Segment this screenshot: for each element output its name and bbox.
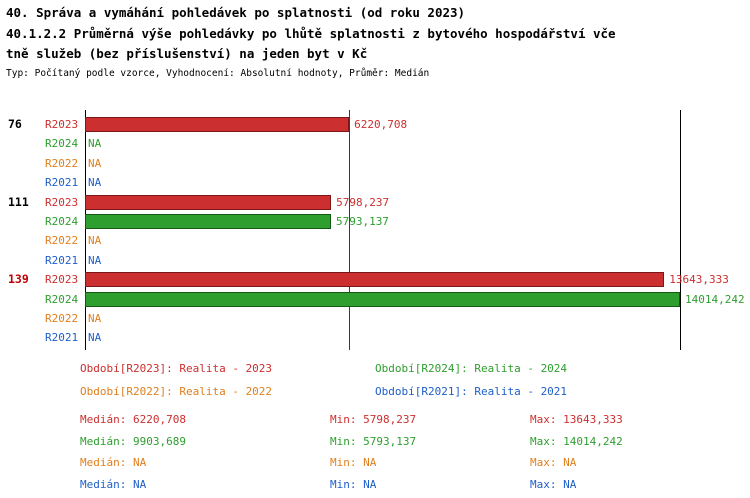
chart-header: 40. Správa a vymáhání pohledávek po spla… bbox=[6, 3, 616, 79]
series-label-R2023: R2023 bbox=[45, 273, 79, 287]
stat-max-r2024: Max: 14014,242 bbox=[530, 434, 623, 448]
bar-76-R2023 bbox=[85, 117, 350, 132]
chart-row-139-R2023: 139 R2023 13643,333 bbox=[0, 270, 750, 289]
y-axis-line bbox=[85, 110, 86, 350]
na-value-label: NA bbox=[88, 137, 102, 151]
chart-row-139-R2024: R2024 14014,242 bbox=[0, 290, 750, 309]
bar-value-label: 6220,708 bbox=[354, 118, 408, 131]
series-label-R2022: R2022 bbox=[45, 156, 79, 170]
group-id-label-139: 139 bbox=[8, 272, 29, 287]
chart-title-line1: 40. Správa a vymáhání pohledávek po spla… bbox=[6, 5, 466, 20]
bar-111-R2023 bbox=[85, 194, 332, 210]
stat-min-r2023: Min: 5798,237 bbox=[330, 413, 417, 426]
legend-item-r2021: Období[R2021]: Realita - 2021 bbox=[375, 385, 568, 398]
group-id-label-76: 76 bbox=[8, 117, 22, 131]
series-label-R2021: R2021 bbox=[45, 253, 79, 267]
legend-item-r2022: Období[R2022]: Realita - 2022 bbox=[80, 385, 273, 398]
max-gridline bbox=[680, 110, 681, 350]
series-label-R2021: R2021 bbox=[45, 176, 79, 190]
stat-median-r2023: Medián: 6220,708 bbox=[80, 413, 186, 426]
series-label-R2022: R2022 bbox=[45, 234, 79, 248]
stats-row-r2023: Medián: 6220,708 Min: 5798,237 Max: 1364… bbox=[0, 413, 750, 433]
na-value-label: NA bbox=[88, 331, 102, 345]
na-value-label: NA bbox=[88, 234, 102, 248]
stat-min-r2024: Min: 5793,137 bbox=[330, 434, 417, 448]
series-label-R2023: R2023 bbox=[45, 118, 79, 131]
chart-row-111-R2021: R2021 NA bbox=[0, 251, 750, 270]
stat-min-r2022: Min: NA bbox=[330, 456, 377, 469]
bar-chart-plot: 76 R2023 6220,708 R2024 NA R2022 NA R2021 NA 111 R… bbox=[0, 110, 750, 352]
stat-median-r2024: Medián: 9903,689 bbox=[80, 434, 186, 448]
bar-139-R2023 bbox=[85, 272, 665, 288]
bar-value-label: 13643,333 bbox=[669, 273, 729, 287]
stats-row-r2022: Medián: NA Min: NA Max: NA bbox=[0, 456, 750, 476]
legend-item-r2023: Období[R2023]: Realita - 2023 bbox=[80, 362, 273, 375]
stat-median-r2022: Medián: NA bbox=[80, 456, 147, 469]
stat-max-r2023: Max: 13643,333 bbox=[530, 413, 623, 426]
chart-row-139-R2022: R2022 NA bbox=[0, 309, 750, 328]
chart-row-76-R2024: R2024 NA bbox=[0, 134, 750, 153]
series-label-R2024: R2024 bbox=[45, 215, 79, 228]
chart-row-76-R2023: 76 R2023 6220,708 bbox=[0, 115, 750, 134]
na-value-label: NA bbox=[88, 253, 102, 267]
series-label-R2021: R2021 bbox=[45, 331, 79, 345]
stats-row-r2021: Medián: NA Min: NA Max: NA bbox=[0, 478, 750, 498]
bar-139-R2024 bbox=[85, 291, 680, 307]
chart-row-76-R2022: R2022 NA bbox=[0, 154, 750, 173]
na-value-label: NA bbox=[88, 176, 102, 190]
na-value-label: NA bbox=[88, 312, 102, 325]
chart-row-111-R2023: 111 R2023 5798,237 bbox=[0, 193, 750, 212]
legend-item-r2024: Období[R2024]: Realita - 2024 bbox=[375, 362, 568, 375]
chart-meta-line: Typ: Počítaný podle vzorce, Vyhodnocení:… bbox=[6, 67, 430, 79]
chart-row-76-R2021: R2021 NA bbox=[0, 173, 750, 192]
stat-max-r2021: Max: NA bbox=[530, 477, 577, 491]
stat-min-r2021: Min: NA bbox=[330, 477, 377, 491]
group-id-label-111: 111 bbox=[8, 194, 29, 209]
chart-row-111-R2022: R2022 NA bbox=[0, 231, 750, 250]
bar-111-R2024 bbox=[85, 214, 331, 229]
na-value-label: NA bbox=[88, 156, 102, 170]
stat-median-r2021: Medián: NA bbox=[80, 477, 147, 491]
series-label-R2024: R2024 bbox=[45, 137, 79, 151]
chart-stats: Medián: 6220,708 Min: 5798,237 Max: 1364… bbox=[0, 413, 750, 498]
chart-title-line3: tně služeb (bez příslušenství) na jeden … bbox=[6, 46, 368, 61]
median-gridline bbox=[349, 110, 351, 350]
chart-title-line2: 40.1.2.2 Průměrná výše pohledávky po lhů… bbox=[6, 25, 616, 41]
series-label-R2024: R2024 bbox=[45, 292, 79, 306]
series-label-R2022: R2022 bbox=[45, 312, 79, 325]
chart-row-111-R2024: R2024 5793,137 bbox=[0, 212, 750, 231]
series-label-R2023: R2023 bbox=[45, 195, 79, 209]
stat-max-r2022: Max: NA bbox=[530, 456, 577, 469]
bar-value-label: 14014,242 bbox=[685, 292, 745, 306]
bar-value-label: 5793,137 bbox=[335, 215, 389, 228]
stats-row-r2024: Medián: 9903,689 Min: 5793,137 Max: 1401… bbox=[0, 435, 750, 455]
chart-legend: Období[R2023]: Realita - 2023 Období[R20… bbox=[0, 362, 750, 407]
bar-value-label: 5798,237 bbox=[336, 195, 390, 209]
chart-row-139-R2021: R2021 NA bbox=[0, 328, 750, 347]
